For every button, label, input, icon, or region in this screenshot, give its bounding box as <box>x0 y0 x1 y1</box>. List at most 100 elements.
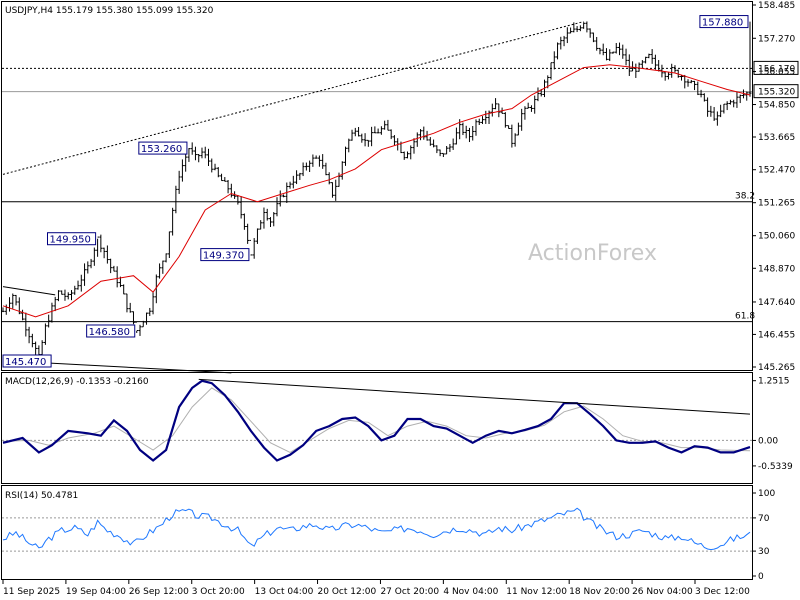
ohlc-bar <box>96 236 100 257</box>
ohlc-bar <box>314 155 318 159</box>
ohlc-bar <box>347 138 351 153</box>
ohlc-bar <box>516 122 520 136</box>
ohlc-bar <box>389 129 393 140</box>
ohlc-bar <box>112 265 116 272</box>
ohlc-bar <box>618 42 622 56</box>
price-tick-label: 150.060 <box>758 232 795 242</box>
ohlc-bar <box>180 159 184 182</box>
ohlc-bar <box>474 119 478 136</box>
ohlc-bar <box>148 307 152 317</box>
time-tick-label: 20 Oct 12:00 <box>318 587 377 597</box>
ohlc-bar <box>337 172 341 187</box>
ohlc-bar <box>575 26 579 33</box>
rsi-indicator: 100 70 30 0 <box>2 489 775 582</box>
rsi-line <box>2 507 751 551</box>
ohlc-bar <box>89 258 93 269</box>
ohlc-bar <box>657 60 661 72</box>
ohlc-bar <box>725 101 729 111</box>
ohlc-bar <box>14 294 18 306</box>
ohlc-bar <box>696 81 700 96</box>
ohlc-bar <box>223 177 227 182</box>
ohlc-bar <box>712 107 716 121</box>
time-tick-label: 3 Oct 20:00 <box>192 587 245 597</box>
ohlc-bar <box>76 280 80 290</box>
ohlc-bar <box>419 129 423 141</box>
ohlc-bar <box>383 120 387 130</box>
ohlc-bar <box>145 312 149 325</box>
ohlc-bar <box>246 223 250 244</box>
ohlc-bar <box>363 133 367 147</box>
ohlc-bar <box>115 266 119 288</box>
ohlc-bar <box>510 124 514 148</box>
ohlc-bar <box>73 285 77 295</box>
ohlc-bar <box>709 105 713 117</box>
ohlc-bar <box>634 63 638 78</box>
trend-line <box>2 286 56 296</box>
time-tick-label: 19 Sep 04:00 <box>66 587 126 597</box>
ohlc-bar <box>562 35 566 47</box>
ohlc-bar <box>464 125 468 139</box>
ohlc-bar <box>40 340 44 356</box>
ohlc-bar <box>27 326 31 344</box>
ohlc-bar <box>187 148 191 162</box>
price-tick-label: 152.470 <box>758 166 795 176</box>
ohlc-bar <box>582 22 586 29</box>
rsi-tick-label: 100 <box>758 489 775 499</box>
rsi-tick-label: 70 <box>758 514 770 524</box>
ohlc-bar <box>738 94 742 104</box>
ohlc-bar <box>255 228 259 244</box>
ohlc-bar <box>357 126 361 137</box>
ohlc-bar <box>8 297 12 312</box>
ohlc-bar <box>21 309 25 321</box>
ohlc-bar <box>272 212 276 227</box>
ohlc-bar <box>60 290 64 295</box>
ohlc-bar <box>647 53 651 59</box>
price-tick-label: 157.270 <box>758 34 795 44</box>
ohlc-bar <box>200 147 204 159</box>
time-tick-label: 4 Nov 04:00 <box>443 587 498 597</box>
ohlc-bar <box>233 191 237 199</box>
ohlc-bar <box>128 302 132 313</box>
ohlc-bar <box>43 323 47 345</box>
ohlc-bar <box>125 293 129 313</box>
ohlc-bar <box>330 182 334 198</box>
ohlc-bar <box>523 106 527 120</box>
ohlc-bar <box>715 111 719 126</box>
swing-label-box <box>138 141 188 155</box>
time-tick-label: 3 Dec 12:00 <box>695 587 750 597</box>
ohlc-bar <box>344 146 348 166</box>
ohlc-bar <box>47 314 51 328</box>
ohlc-bar <box>608 49 612 62</box>
macd-indicator: 1.2515 0.00 -0.5339 <box>2 377 793 472</box>
ohlc-bar <box>197 154 201 163</box>
price-levels: 156.170 155.320 38.2 61.8 <box>2 60 799 323</box>
ohlc-bar <box>210 158 214 173</box>
ohlc-bar <box>288 181 292 189</box>
ohlc-bar <box>614 42 618 54</box>
macd-signal-line <box>2 387 751 453</box>
ohlc-bar <box>520 108 524 131</box>
ohlc-bar <box>304 162 308 171</box>
ohlc-bar <box>435 145 439 154</box>
ohlc-bar <box>556 42 560 60</box>
swing-label-text: 153.260 <box>141 144 182 155</box>
ohlc-bar <box>552 51 556 70</box>
ohlc-bar <box>513 133 517 147</box>
ohlc-bar <box>409 145 413 160</box>
ohlc-bar <box>644 56 648 64</box>
ohlc-bar <box>598 47 602 55</box>
ohlc-bar <box>24 312 28 337</box>
ohlc-bar <box>728 99 732 105</box>
ohlc-bar <box>63 289 67 301</box>
ohlc-bar <box>311 154 315 167</box>
ohlc-bar <box>481 116 485 125</box>
ohlc-bar <box>229 183 233 198</box>
ohlc-bar <box>295 170 299 185</box>
current-price-label: 155.320 <box>758 88 795 98</box>
ohlc-bar <box>745 91 749 101</box>
price-tick-label: 147.640 <box>758 298 795 308</box>
ohlc-bar <box>422 126 426 140</box>
ohlc-bar <box>350 129 354 141</box>
ohlc-bar <box>236 194 240 205</box>
ohlc-bar <box>190 142 194 155</box>
